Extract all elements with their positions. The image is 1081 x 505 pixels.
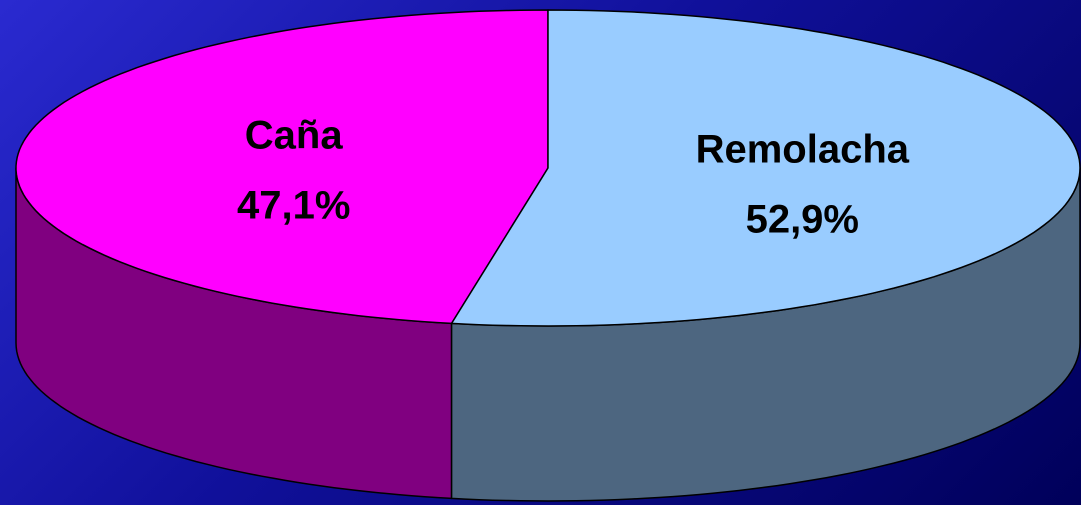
slice	[450, 9, 1081, 327]
value-label: 47,1%	[237, 184, 350, 228]
value-label: 52,9%	[746, 197, 859, 241]
slice	[15, 9, 549, 325]
slice-label: Remolacha	[696, 127, 910, 171]
slice-label: Caña	[245, 114, 344, 158]
